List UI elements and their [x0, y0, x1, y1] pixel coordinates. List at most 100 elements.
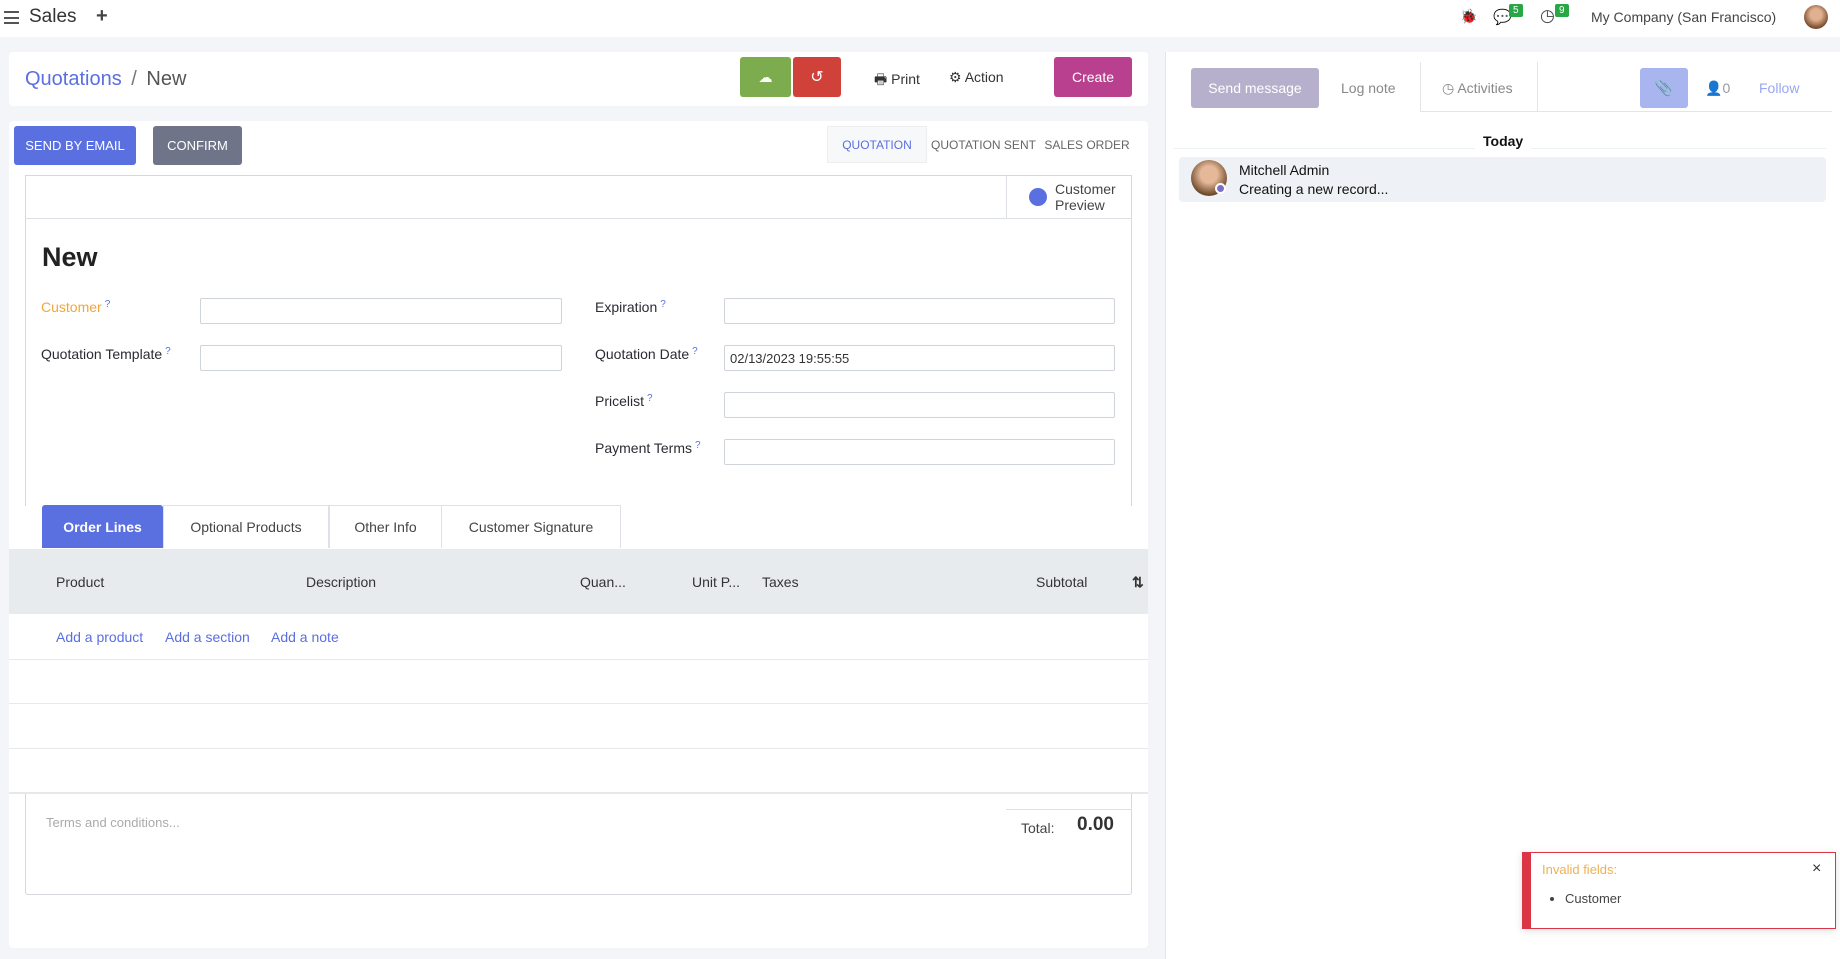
status-bar: QUOTATION QUOTATION SENT SALES ORDER — [827, 126, 1134, 163]
chatter-divider — [1537, 62, 1538, 112]
person-icon: 👤 — [1705, 80, 1723, 96]
tab-order-lines[interactable]: Order Lines — [42, 505, 163, 548]
help-icon[interactable]: ? — [692, 346, 698, 357]
discard-button[interactable]: ↺ — [793, 57, 841, 97]
breadcrumb: Quotations / New — [25, 68, 186, 91]
activities-label: Activities — [1457, 80, 1513, 96]
messaging-badge: 5 — [1509, 4, 1523, 17]
column-quantity[interactable]: Quan... — [580, 574, 626, 590]
breadcrumb-current: New — [146, 68, 187, 90]
column-subtotal[interactable]: Subtotal — [1036, 574, 1088, 590]
help-icon[interactable]: ? — [165, 346, 171, 357]
terms-and-conditions-input[interactable]: Terms and conditions... — [46, 815, 180, 830]
gear-icon: ⚙ — [949, 69, 962, 85]
status-quotation-sent[interactable]: QUOTATION SENT — [931, 137, 1036, 152]
quotation-template-input[interactable] — [200, 345, 562, 371]
company-switcher[interactable]: My Company (San Francisco) — [1591, 9, 1777, 25]
follow-button[interactable]: Follow — [1759, 80, 1800, 96]
customer-preview-label: Customer Preview — [1055, 181, 1116, 213]
help-icon[interactable]: ? — [647, 393, 653, 404]
help-icon[interactable]: ? — [660, 299, 666, 310]
breadcrumb-separator: / — [131, 68, 137, 90]
activities-button[interactable]: ◷ Activities — [1442, 80, 1513, 96]
tab-customer-signature[interactable]: Customer Signature — [441, 505, 621, 548]
row-divider — [9, 748, 1148, 749]
chatter-divider — [1420, 62, 1421, 112]
quotation-date-label: Quotation Date? — [595, 346, 698, 362]
help-icon[interactable]: ? — [104, 299, 111, 310]
record-title: New — [42, 242, 98, 272]
breadcrumb-quotations[interactable]: Quotations — [25, 68, 122, 90]
user-avatar[interactable] — [1804, 5, 1828, 29]
save-button[interactable]: ☁ — [740, 57, 791, 97]
activity-clock-icon[interactable]: ◷ — [1540, 6, 1555, 25]
send-by-email-button[interactable]: SEND BY EMAIL — [14, 126, 136, 165]
action-button[interactable]: ⚙ Action — [949, 69, 1004, 86]
payment-terms-input[interactable] — [724, 439, 1115, 465]
print-icon: 🖶 — [874, 71, 888, 87]
optional-columns-icon[interactable]: ⇅ — [1132, 574, 1144, 590]
message-author[interactable]: Mitchell Admin — [1239, 162, 1330, 178]
chatter-tab-underline — [1420, 111, 1832, 112]
status-quotation[interactable]: QUOTATION — [827, 126, 927, 163]
close-icon[interactable]: × — [1812, 860, 1822, 877]
button-box-divider — [25, 218, 1132, 219]
expiration-label: Expiration? — [595, 299, 666, 315]
invalid-fields-toast: Invalid fields: × Customer — [1522, 852, 1836, 929]
row-divider — [9, 703, 1148, 704]
action-label: Action — [964, 69, 1004, 85]
order-lines-header — [9, 549, 1148, 614]
attachment-button[interactable]: 📎 — [1640, 68, 1688, 108]
help-icon[interactable]: ? — [695, 440, 701, 451]
total-value: 0.00 — [1077, 814, 1114, 835]
menu-icon[interactable] — [4, 11, 19, 24]
column-description[interactable]: Description — [306, 574, 377, 590]
column-product[interactable]: Product — [56, 574, 105, 590]
pricelist-label: Pricelist? — [595, 393, 653, 409]
followers-button[interactable]: 👤0 — [1705, 80, 1730, 97]
paperclip-icon: 📎 — [1654, 80, 1674, 97]
sheet-inner — [25, 175, 1132, 506]
column-unit-price[interactable]: Unit P... — [692, 574, 740, 590]
chatter-message: Mitchell Admin Creating a new record... — [1179, 157, 1826, 202]
debug-bug-icon[interactable]: 🐞 — [1460, 8, 1478, 24]
print-button[interactable]: 🖶 Print — [874, 69, 920, 93]
activity-badge: 9 — [1555, 4, 1569, 17]
pricelist-input[interactable] — [724, 392, 1115, 418]
column-taxes[interactable]: Taxes — [762, 574, 799, 590]
row-divider — [9, 659, 1148, 660]
cloud-upload-icon: ☁ — [758, 68, 773, 85]
log-note-button[interactable]: Log note — [1341, 80, 1396, 96]
tab-optional-products[interactable]: Optional Products — [163, 505, 329, 548]
customer-preview-button[interactable]: Customer Preview — [1006, 176, 1132, 218]
chatter-panel — [1165, 52, 1840, 959]
expiration-input[interactable] — [724, 298, 1115, 324]
top-navbar: Sales + 🐞 💬 5 ◷ 9 My Company (San Franci… — [0, 0, 1840, 37]
print-label: Print — [891, 71, 920, 87]
total-label: Total: — [1021, 820, 1055, 836]
add-product-link[interactable]: Add a product — [56, 629, 144, 645]
total-divider — [1006, 809, 1132, 810]
add-section-link[interactable]: Add a section — [165, 629, 250, 645]
status-sales-order[interactable]: SALES ORDER — [1044, 137, 1130, 152]
send-message-button[interactable]: Send message — [1191, 68, 1319, 108]
globe-icon — [1029, 188, 1047, 206]
followers-count: 0 — [1722, 80, 1731, 96]
invalid-fields-list: Customer — [1565, 891, 1621, 906]
add-note-link[interactable]: Add a note — [271, 629, 339, 645]
create-button[interactable]: Create — [1054, 57, 1132, 97]
invalid-field-item: Customer — [1565, 891, 1621, 906]
confirm-button[interactable]: CONFIRM — [153, 126, 242, 165]
app-name[interactable]: Sales — [29, 6, 77, 27]
row-divider — [9, 792, 1148, 794]
messaging-icon[interactable]: 💬 — [1493, 9, 1512, 26]
customer-input[interactable] — [200, 298, 562, 324]
message-body: Creating a new record... — [1239, 181, 1389, 197]
quotation-template-label: Quotation Template? — [41, 346, 171, 362]
notes-footer — [25, 794, 1132, 895]
quick-create-icon[interactable]: + — [96, 5, 108, 27]
tab-other-info[interactable]: Other Info — [329, 505, 442, 548]
online-status-icon — [1215, 183, 1226, 194]
quotation-date-input[interactable] — [724, 345, 1115, 371]
control-panel: Quotations / New ☁ ↺ 🖶 Print ⚙ Action Cr… — [9, 52, 1148, 106]
